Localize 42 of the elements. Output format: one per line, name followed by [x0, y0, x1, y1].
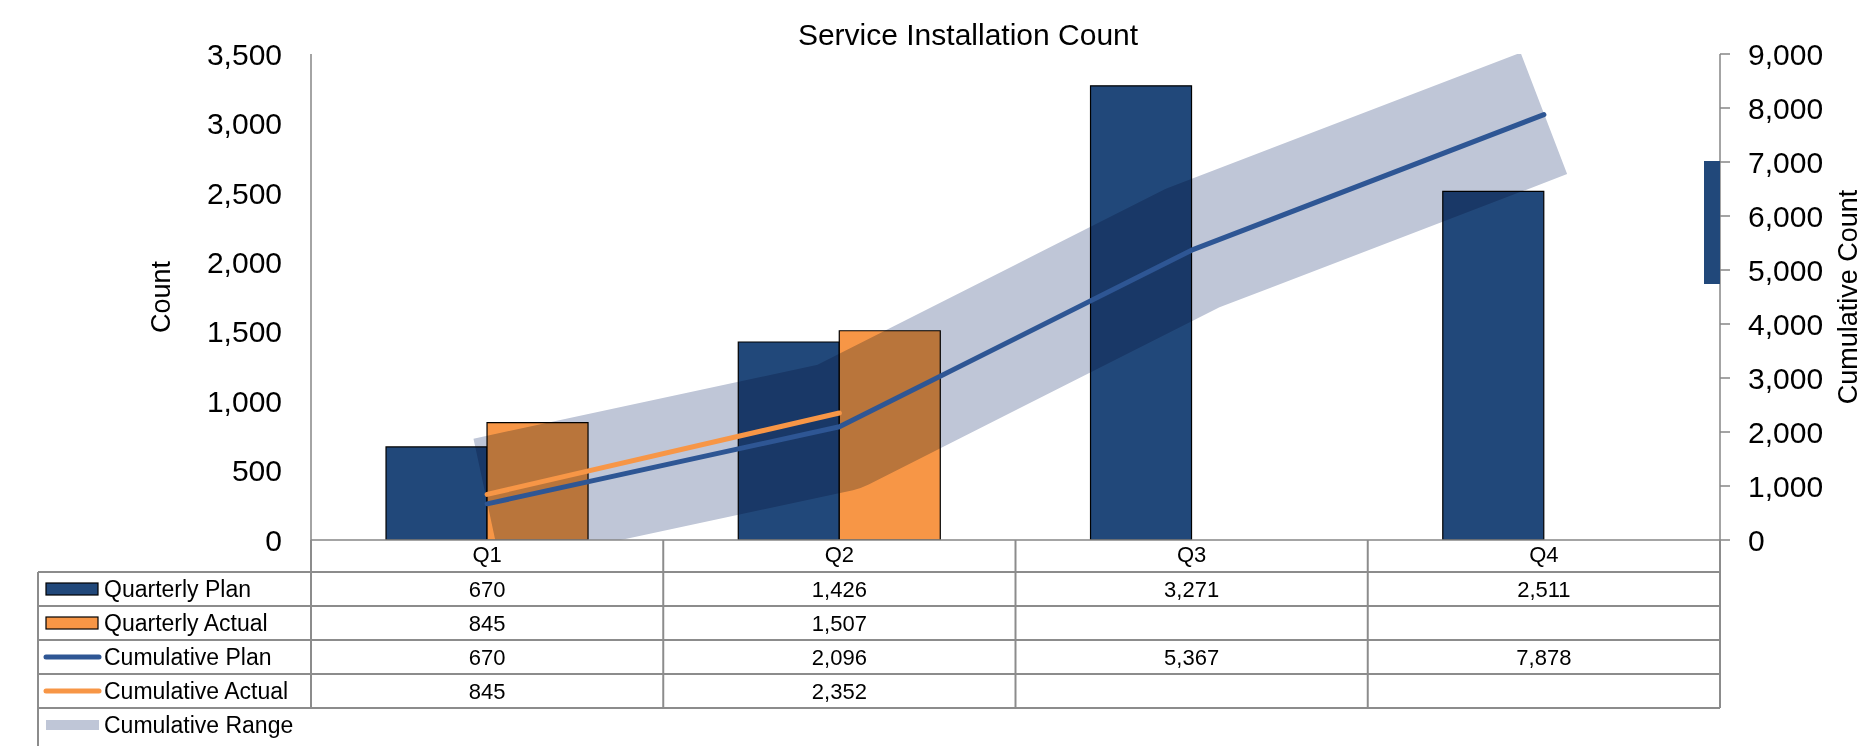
y2-tick-label: 2,000: [1748, 415, 1824, 449]
legend-label: Quarterly Plan: [104, 576, 252, 602]
data-label: 5,367: [1164, 645, 1220, 670]
y-tick-label: 1,000: [206, 384, 282, 418]
y-tick-label: 0: [265, 523, 282, 557]
y2-tick-label: 4,000: [1748, 307, 1824, 341]
legend-label: Cumulative Range: [104, 712, 294, 738]
data-label: 2,096: [811, 645, 867, 670]
y2-axis-title: Cumulative Count: [1833, 189, 1862, 405]
y-tick-label: 3,000: [206, 107, 282, 141]
x-tick-label: Q1: [472, 541, 502, 567]
x-tick-label: Q4: [1529, 541, 1559, 567]
chart-title: Service Installation Count: [797, 18, 1139, 51]
y2-tick-label: 7,000: [1748, 145, 1824, 179]
y2-tick-label: 8,000: [1748, 91, 1824, 125]
data-label: 670: [468, 577, 506, 602]
y-tick-label: 1,500: [206, 315, 282, 349]
y2-tick-label: 0: [1748, 523, 1765, 557]
data-label: 670: [468, 645, 506, 670]
legend-label: Quarterly Actual: [104, 610, 268, 636]
x-tick-label: Q2: [824, 541, 855, 567]
legend-label: Cumulative Plan: [104, 644, 272, 670]
x-tick-label: Q3: [1176, 541, 1207, 567]
data-label: 845: [468, 679, 506, 704]
data-label: 7,878: [1516, 645, 1572, 670]
y2-tick-label: 3,000: [1748, 361, 1824, 395]
y-axis-title: Count: [146, 260, 176, 334]
legend-label: Cumulative Actual: [104, 678, 289, 704]
data-label: 1,426: [811, 577, 867, 602]
data-label: 1,507: [811, 611, 867, 636]
data-label: 3,271: [1164, 577, 1220, 602]
y-tick-label: 500: [231, 454, 282, 488]
y-tick-label: 2,000: [206, 245, 282, 279]
y2-tick-label: 6,000: [1748, 199, 1824, 233]
data-label: 845: [468, 611, 506, 636]
data-label: 2,352: [811, 679, 867, 704]
y-tick-label: 3,500: [206, 37, 282, 71]
y2-tick-label: 1,000: [1748, 469, 1824, 503]
y2-tick-label: 9,000: [1748, 37, 1824, 71]
y2-tick-label: 5,000: [1748, 253, 1824, 287]
data-label: 2,511: [1517, 577, 1571, 602]
y-tick-label: 2,500: [206, 176, 282, 210]
